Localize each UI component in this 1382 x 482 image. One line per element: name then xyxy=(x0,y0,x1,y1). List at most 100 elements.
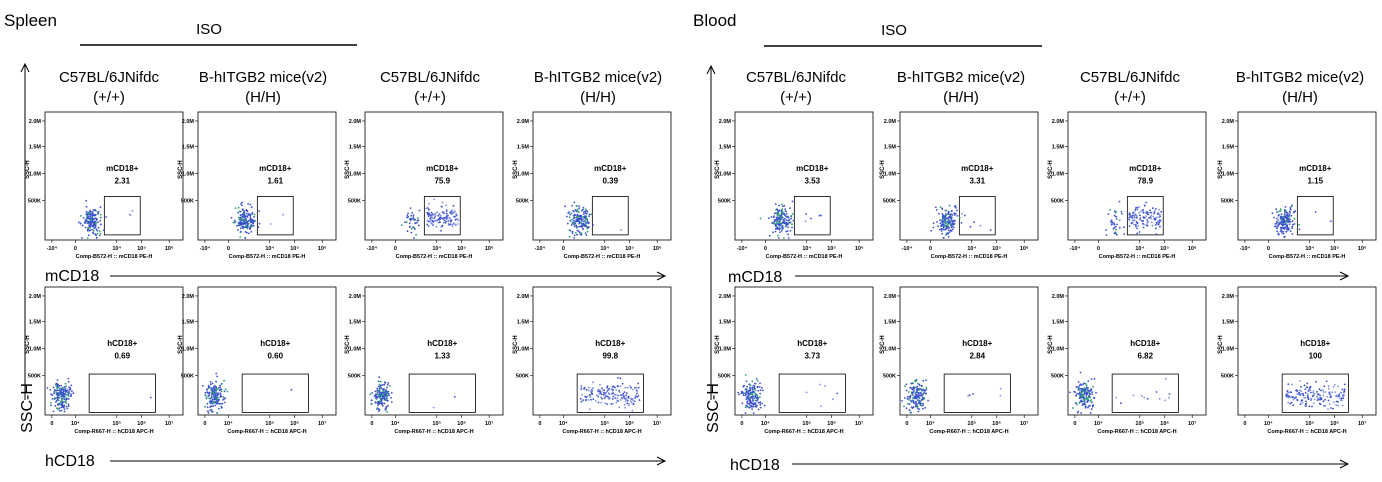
event-dot xyxy=(381,404,384,407)
x-tick-label: 10⁵ xyxy=(137,246,146,252)
event-dot xyxy=(1146,397,1149,400)
event-dot xyxy=(426,207,429,209)
event-dot xyxy=(574,209,577,211)
event-dot xyxy=(1292,395,1295,398)
event-dot xyxy=(791,223,793,226)
event-dot xyxy=(1151,224,1154,227)
event-dot xyxy=(753,397,755,400)
event-dot xyxy=(950,216,953,219)
event-dot xyxy=(776,220,778,223)
y-tick-label: 500K xyxy=(718,198,731,204)
event-dot xyxy=(576,229,579,232)
event-dot xyxy=(1132,212,1134,215)
x-tick-label: -10⁴ xyxy=(1070,246,1081,252)
event-dot xyxy=(1078,402,1081,404)
event-dot xyxy=(60,391,63,393)
event-dot xyxy=(912,397,914,399)
event-dot xyxy=(445,204,447,207)
event-dot xyxy=(1307,396,1309,399)
event-dot xyxy=(922,407,924,410)
event-dot xyxy=(1113,214,1116,217)
event-dot xyxy=(585,217,588,220)
gate-name-label: mCD18+ xyxy=(594,164,627,173)
event-dot xyxy=(584,212,587,214)
event-dot xyxy=(1319,398,1322,401)
event-dot xyxy=(220,395,223,398)
event-dot xyxy=(443,219,446,222)
event-dot xyxy=(1083,399,1086,402)
event-dot xyxy=(449,223,452,226)
event-dot xyxy=(408,218,411,220)
event-dot xyxy=(1149,211,1151,214)
event-dot xyxy=(388,385,391,387)
x-tick-label: -10⁴ xyxy=(902,246,913,252)
event-dot xyxy=(408,225,411,228)
column-strain-label: B-hITGB2 mice(v2) xyxy=(534,69,662,86)
event-dot xyxy=(1138,231,1141,233)
event-dot xyxy=(1156,216,1158,219)
event-dot xyxy=(759,392,762,395)
plot-y-label: SSC-H xyxy=(1048,335,1054,354)
event-dot xyxy=(1157,220,1160,223)
event-dot xyxy=(1085,384,1088,386)
event-dot xyxy=(1324,398,1326,401)
event-dot xyxy=(89,214,92,217)
event-dot xyxy=(379,393,381,396)
event-dot xyxy=(440,225,443,228)
event-dot xyxy=(917,382,919,385)
event-dot xyxy=(1287,212,1289,215)
event-dot xyxy=(50,404,52,407)
event-dot xyxy=(382,391,385,394)
x-tick-label: 10⁷ xyxy=(653,421,662,427)
event-dot xyxy=(1310,398,1312,401)
event-dot xyxy=(1132,219,1134,222)
y-tick-label: 500K xyxy=(1051,373,1064,379)
event-dot xyxy=(1316,391,1318,393)
event-dot xyxy=(212,391,215,394)
event-dot xyxy=(617,377,619,379)
event-dot xyxy=(910,406,913,409)
event-dot xyxy=(620,394,622,397)
event-dot xyxy=(442,218,445,221)
event-dot xyxy=(918,408,921,411)
event-dot xyxy=(968,394,971,396)
event-dot xyxy=(778,222,781,225)
event-dot xyxy=(1320,389,1322,392)
event-dot xyxy=(1283,236,1286,239)
event-dot xyxy=(209,402,212,404)
event-dot xyxy=(250,230,253,233)
event-dot xyxy=(607,389,610,391)
x-axis-arrow-hcd18-blood-head xyxy=(1339,459,1350,469)
x-tick-label: 0 xyxy=(1267,246,1270,252)
event-dot xyxy=(954,205,956,208)
event-dot xyxy=(79,222,82,225)
column-genotype-label: (H/H) xyxy=(943,89,979,106)
x-tick-label: 10⁴ xyxy=(802,246,811,252)
event-dot xyxy=(588,389,590,392)
event-dot xyxy=(1275,221,1278,223)
y-tick-label: 500K xyxy=(516,373,529,379)
event-dot xyxy=(215,372,218,375)
event-dot xyxy=(750,404,753,407)
event-dot xyxy=(214,404,217,407)
event-dot xyxy=(1292,404,1295,407)
event-dot xyxy=(80,215,82,217)
event-dot xyxy=(1293,223,1296,225)
event-dot xyxy=(208,392,211,394)
y-tick-label: 1.5M xyxy=(182,145,195,151)
plot-x-label: Comp-B572-H :: mCD18 PE-H xyxy=(229,254,306,260)
plot-x-label: Comp-R667-H :: hCD18 APC-H xyxy=(562,429,641,435)
event-dot xyxy=(952,226,955,229)
event-dot xyxy=(599,392,602,394)
event-dot xyxy=(572,214,575,217)
event-dot xyxy=(940,230,943,232)
event-dot xyxy=(218,407,220,410)
x-tick-label: -10⁴ xyxy=(535,246,546,252)
plot-x-label: Comp-B572-H :: mCD18 PE-H xyxy=(766,254,843,260)
event-dot xyxy=(1087,396,1090,399)
event-dot xyxy=(903,405,905,408)
event-dot xyxy=(1155,221,1158,224)
event-dot xyxy=(973,221,975,224)
event-dot xyxy=(216,396,219,399)
event-dot xyxy=(772,231,774,234)
